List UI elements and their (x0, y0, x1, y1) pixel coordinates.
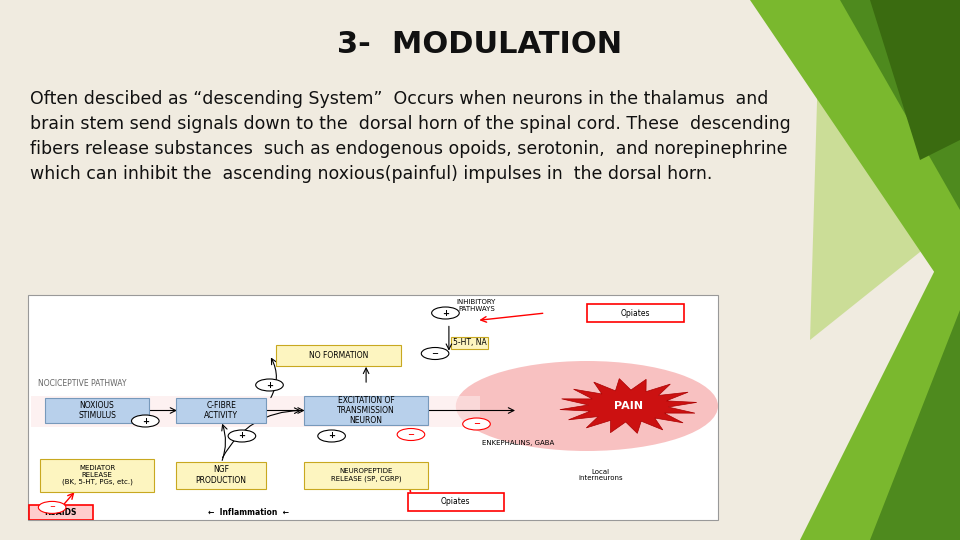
Circle shape (421, 348, 449, 360)
Text: +: + (442, 308, 449, 318)
Polygon shape (840, 0, 960, 210)
Text: NOXIOUS
STIMULUS: NOXIOUS STIMULUS (78, 401, 116, 420)
Text: −: − (407, 430, 415, 439)
Text: −: − (473, 420, 480, 429)
Text: NGF
PRODUCTION: NGF PRODUCTION (196, 465, 247, 485)
FancyBboxPatch shape (304, 396, 428, 425)
Ellipse shape (456, 361, 718, 451)
Polygon shape (810, 0, 960, 340)
Text: Opiates: Opiates (441, 497, 470, 507)
FancyBboxPatch shape (45, 398, 149, 423)
Circle shape (132, 415, 159, 427)
Text: Often descibed as “descending System”  Occurs when neurons in the thalamus  and
: Often descibed as “descending System” Oc… (30, 90, 791, 183)
Text: NSAIDS: NSAIDS (44, 508, 77, 517)
Text: C-FIBRE
ACTIVITY: C-FIBRE ACTIVITY (204, 401, 238, 420)
Polygon shape (800, 220, 960, 540)
Polygon shape (870, 310, 960, 540)
FancyBboxPatch shape (32, 395, 480, 427)
FancyBboxPatch shape (304, 462, 428, 489)
FancyBboxPatch shape (177, 398, 266, 423)
Text: +: + (328, 431, 335, 441)
Text: +: + (266, 381, 273, 389)
FancyBboxPatch shape (29, 505, 93, 519)
Polygon shape (870, 0, 960, 160)
Circle shape (397, 429, 424, 441)
Circle shape (255, 379, 283, 391)
Polygon shape (560, 379, 697, 434)
Text: 3-  MODULATION: 3- MODULATION (337, 30, 623, 59)
Text: EXCITATION OF
TRANSMISSION
NEURON: EXCITATION OF TRANSMISSION NEURON (337, 396, 395, 426)
Text: NO FORMATION: NO FORMATION (309, 350, 369, 360)
FancyBboxPatch shape (276, 345, 400, 366)
Circle shape (432, 307, 459, 319)
Circle shape (318, 430, 346, 442)
Text: +: + (142, 416, 149, 426)
Text: INHIBITORY
PATHWAYS: INHIBITORY PATHWAYS (457, 299, 496, 312)
Text: Local
interneurons: Local interneurons (578, 469, 623, 482)
FancyBboxPatch shape (40, 458, 154, 491)
Text: PAIN: PAIN (613, 401, 643, 411)
Text: NOCICEPTIVE PATHWAY: NOCICEPTIVE PATHWAY (38, 379, 127, 388)
Text: ←  Inflammation  ←: ← Inflammation ← (208, 508, 289, 517)
Text: MEDIATOR
RELEASE
(BK, 5-HT, PGs, etc.): MEDIATOR RELEASE (BK, 5-HT, PGs, etc.) (61, 465, 132, 485)
FancyBboxPatch shape (28, 295, 718, 520)
Circle shape (228, 430, 255, 442)
Text: +: + (238, 431, 246, 441)
Text: Opiates: Opiates (620, 308, 650, 318)
Circle shape (38, 502, 66, 514)
Text: 5-HT, NA: 5-HT, NA (453, 339, 487, 348)
FancyBboxPatch shape (407, 493, 504, 511)
Text: ENKEPHALINS, GABA: ENKEPHALINS, GABA (482, 441, 554, 447)
FancyBboxPatch shape (177, 462, 266, 489)
Text: −: − (432, 349, 439, 358)
Circle shape (463, 418, 491, 430)
Text: −: − (49, 504, 55, 510)
Polygon shape (750, 0, 960, 310)
FancyBboxPatch shape (587, 304, 684, 322)
Text: NEUROPEPTIDE
RELEASE (SP, CGRP): NEUROPEPTIDE RELEASE (SP, CGRP) (331, 468, 401, 482)
